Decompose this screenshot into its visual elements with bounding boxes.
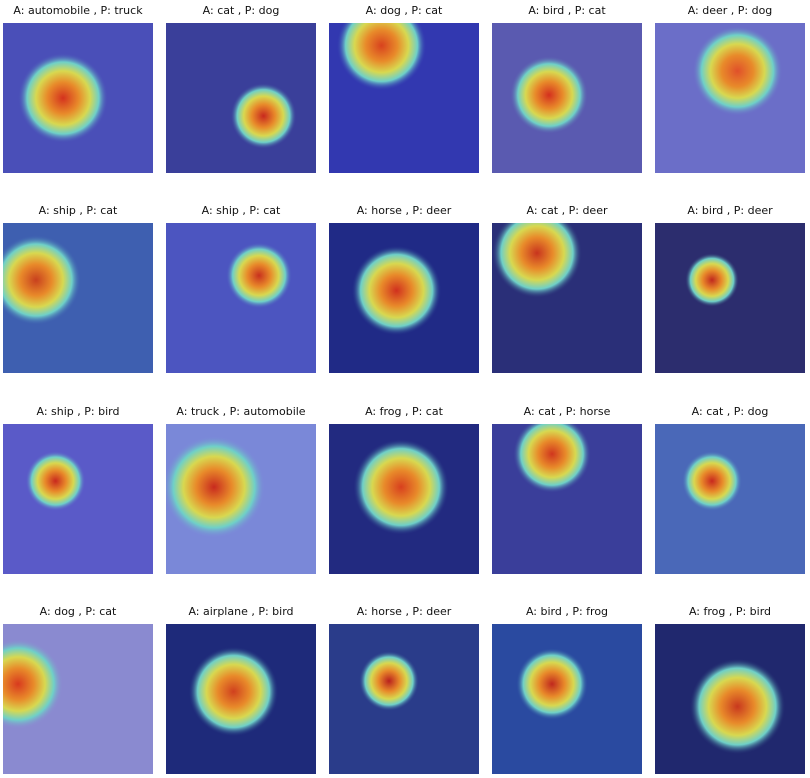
gradcam-heatmap-image (3, 624, 153, 774)
image-caption: A: dog , P: cat (39, 605, 117, 618)
image-caption: A: bird , P: cat (528, 4, 606, 17)
image-caption: A: horse , P: deer (356, 204, 452, 217)
image-caption: A: ship , P: cat (38, 204, 118, 217)
image-caption: A: ship , P: bird (36, 405, 120, 418)
image-caption: A: truck , P: automobile (176, 405, 306, 418)
image-caption: A: cat , P: dog (691, 405, 769, 418)
image-caption: A: cat , P: dog (202, 4, 280, 17)
gradcam-heatmap-image (329, 424, 479, 574)
gradcam-heatmap-image (329, 624, 479, 774)
gradcam-heatmap-image (655, 223, 805, 373)
image-caption: A: airplane , P: bird (188, 605, 294, 618)
image-caption: A: cat , P: horse (523, 405, 611, 418)
image-caption: A: automobile , P: truck (13, 4, 143, 17)
gradcam-heatmap-image (655, 624, 805, 774)
gradcam-heatmap-image (655, 23, 805, 173)
gradcam-heatmap-image (492, 223, 642, 373)
gradcam-heatmap-image (166, 223, 316, 373)
image-caption: A: frog , P: cat (365, 405, 443, 418)
image-caption: A: ship , P: cat (201, 204, 281, 217)
image-caption: A: dog , P: cat (365, 4, 443, 17)
gradcam-heatmap-image (3, 23, 153, 173)
image-caption: A: bird , P: frog (525, 605, 609, 618)
gradcam-heatmap-image (329, 23, 479, 173)
gradcam-heatmap-image (329, 223, 479, 373)
image-caption: A: cat , P: deer (526, 204, 608, 217)
gradcam-heatmap-image (492, 424, 642, 574)
image-caption: A: frog , P: bird (688, 605, 772, 618)
gradcam-heatmap-image (3, 223, 153, 373)
gradcam-heatmap-image (166, 23, 316, 173)
image-caption: A: horse , P: deer (356, 605, 452, 618)
image-caption: A: bird , P: deer (687, 204, 773, 217)
gradcam-heatmap-image (3, 424, 153, 574)
gradcam-heatmap-image (166, 424, 316, 574)
gradcam-heatmap-image (166, 624, 316, 774)
gradcam-heatmap-image (655, 424, 805, 574)
image-caption: A: deer , P: dog (687, 4, 773, 17)
gradcam-heatmap-image (492, 23, 642, 173)
gradcam-heatmap-image (492, 624, 642, 774)
